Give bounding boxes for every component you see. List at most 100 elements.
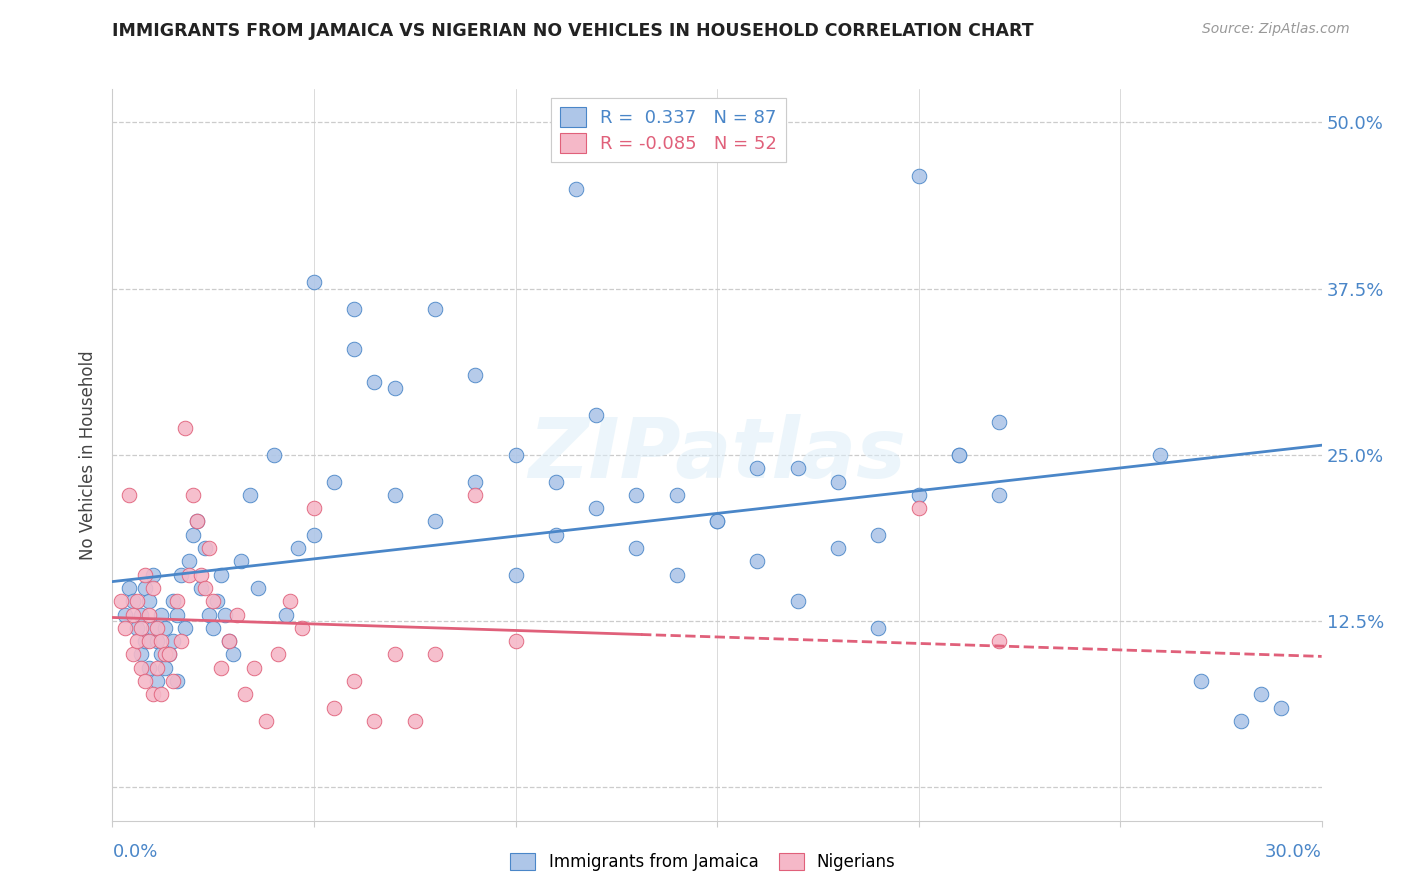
Point (505, 567, 527, 582)
Text: IMMIGRANTS FROM JAMAICA VS NIGERIAN NO VEHICLES IN HOUSEHOLD CORRELATION CHART: IMMIGRANTS FROM JAMAICA VS NIGERIAN NO V… (112, 22, 1033, 40)
Point (384, 648, 406, 662)
Point (988, 415, 1011, 429)
Point (114, 621, 136, 635)
Point (907, 169, 929, 183)
Point (302, 501, 325, 516)
Point (117, 581, 139, 595)
Point (157, 648, 180, 662)
Point (464, 368, 486, 383)
Text: 30.0%: 30.0% (1265, 843, 1322, 861)
Point (129, 621, 152, 635)
Point (231, 554, 253, 568)
Point (254, 714, 277, 728)
Point (162, 594, 184, 608)
Point (827, 541, 849, 555)
Point (988, 634, 1011, 648)
Point (134, 581, 156, 595)
Point (134, 567, 156, 582)
Point (134, 634, 156, 648)
Point (218, 634, 240, 648)
Point (544, 527, 567, 541)
Point (868, 527, 890, 541)
Point (343, 342, 366, 356)
Point (287, 541, 309, 555)
Point (153, 661, 176, 675)
Point (544, 475, 567, 489)
Point (117, 488, 139, 502)
Point (190, 567, 212, 582)
Point (242, 661, 264, 675)
Point (827, 475, 849, 489)
Point (907, 501, 929, 516)
Point (706, 515, 728, 529)
Point (246, 581, 269, 595)
Point (207, 594, 229, 608)
Point (142, 581, 165, 595)
Point (263, 448, 285, 462)
Point (121, 607, 143, 622)
Point (146, 661, 169, 675)
Point (146, 634, 169, 648)
Point (302, 527, 325, 541)
Point (384, 488, 406, 502)
Point (186, 515, 208, 529)
Point (149, 648, 172, 662)
Point (1230, 714, 1253, 728)
Point (181, 488, 204, 502)
Point (505, 634, 527, 648)
Point (665, 567, 688, 582)
Point (125, 621, 148, 635)
Point (323, 700, 346, 714)
Point (585, 408, 607, 422)
Point (238, 488, 260, 502)
Point (565, 182, 588, 196)
Point (505, 448, 527, 462)
Point (142, 621, 165, 635)
Text: Source: ZipAtlas.com: Source: ZipAtlas.com (1202, 22, 1350, 37)
Point (423, 301, 446, 316)
Point (149, 607, 172, 622)
Point (209, 661, 232, 675)
Point (198, 541, 221, 555)
Point (302, 275, 325, 289)
Point (988, 488, 1011, 502)
Point (706, 515, 728, 529)
Point (202, 621, 225, 635)
Point (177, 554, 200, 568)
Point (162, 673, 184, 688)
Point (194, 581, 217, 595)
Point (423, 515, 446, 529)
Point (198, 607, 221, 622)
Point (177, 567, 200, 582)
Point (291, 621, 314, 635)
Point (149, 634, 172, 648)
Point (226, 607, 249, 622)
Point (157, 648, 180, 662)
Point (194, 541, 217, 555)
Point (170, 567, 193, 582)
Point (190, 581, 212, 595)
Legend: Immigrants from Jamaica, Nigerians: Immigrants from Jamaica, Nigerians (502, 845, 904, 880)
Point (146, 621, 169, 635)
Point (170, 634, 193, 648)
Point (214, 607, 236, 622)
Y-axis label: No Vehicles in Household: No Vehicles in Household (79, 350, 97, 560)
Point (423, 648, 446, 662)
Point (129, 661, 152, 675)
Point (129, 607, 152, 622)
Point (747, 461, 769, 475)
Point (114, 607, 136, 622)
Point (1270, 700, 1292, 714)
Point (1250, 687, 1272, 701)
Text: ZIPatlas: ZIPatlas (529, 415, 905, 495)
Point (153, 621, 176, 635)
Point (464, 488, 486, 502)
Point (786, 594, 808, 608)
Point (125, 594, 148, 608)
Point (181, 527, 204, 541)
Point (222, 648, 245, 662)
Point (323, 475, 346, 489)
Point (186, 515, 208, 529)
Text: 0.0%: 0.0% (112, 843, 157, 861)
Point (1189, 673, 1212, 688)
